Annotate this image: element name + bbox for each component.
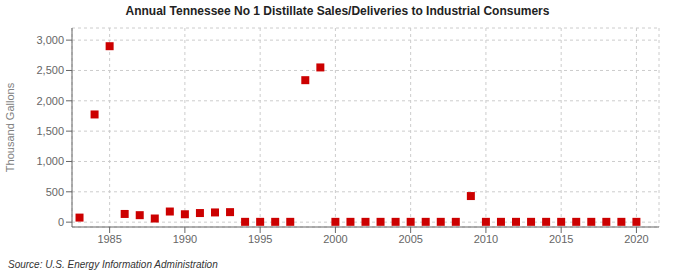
svg-text:2000: 2000 bbox=[323, 233, 347, 245]
svg-text:2010: 2010 bbox=[474, 233, 498, 245]
svg-text:500: 500 bbox=[46, 186, 64, 198]
svg-text:1,000: 1,000 bbox=[36, 155, 64, 167]
svg-text:2020: 2020 bbox=[624, 233, 648, 245]
svg-text:2015: 2015 bbox=[549, 233, 573, 245]
svg-text:Thousand Gallons: Thousand Gallons bbox=[8, 82, 16, 172]
svg-text:1990: 1990 bbox=[173, 233, 197, 245]
svg-text:1985: 1985 bbox=[97, 233, 121, 245]
svg-text:1995: 1995 bbox=[248, 233, 272, 245]
svg-text:0: 0 bbox=[58, 216, 64, 228]
svg-text:1,500: 1,500 bbox=[36, 125, 64, 137]
html-text:Annual Tennessee No 1 Distilla: Annual Tennessee No 1 Distillate Sales/D… bbox=[125, 4, 550, 18]
svg-text:3,000: 3,000 bbox=[36, 34, 64, 46]
svg-text:2005: 2005 bbox=[398, 233, 422, 245]
html-text:Source: U.S. Energy Informatio: Source: U.S. Energy Information Administ… bbox=[8, 259, 218, 270]
svg-text:2,500: 2,500 bbox=[36, 64, 64, 76]
svg-text:2,000: 2,000 bbox=[36, 95, 64, 107]
